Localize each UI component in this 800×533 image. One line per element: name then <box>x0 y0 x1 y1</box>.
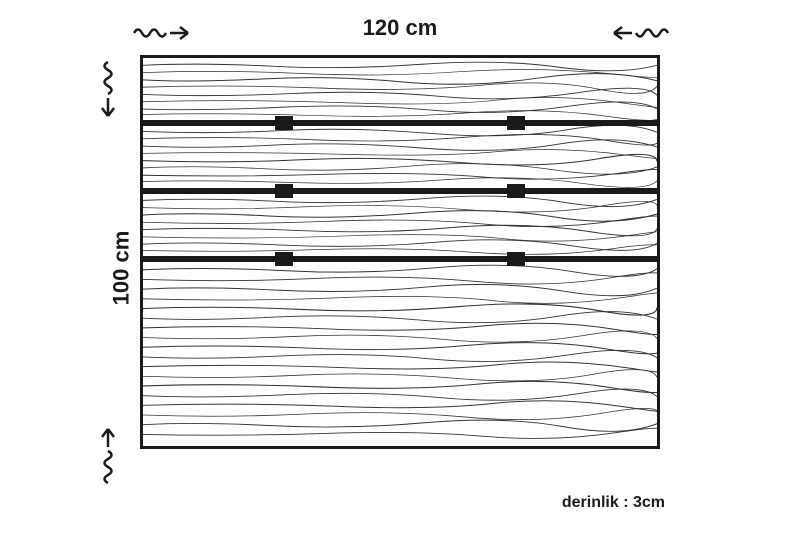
dimension-diagram: 120 cm 100 cm <box>90 15 710 520</box>
wood-panel <box>140 123 660 191</box>
arrow-height-top-icon <box>98 60 118 120</box>
depth-dimension-label: derinlik : 3cm <box>562 494 665 512</box>
panel-assembly <box>140 55 660 449</box>
wood-panel <box>140 55 660 123</box>
wood-texture-icon <box>143 126 657 188</box>
width-dimension-label: 120 cm <box>363 15 438 41</box>
arrow-width-right-icon <box>610 23 670 43</box>
wood-texture-icon <box>143 58 657 120</box>
wood-texture-icon <box>143 194 657 256</box>
arrow-width-left-icon <box>132 23 192 43</box>
wood-texture-icon <box>143 262 657 446</box>
wood-panel <box>140 259 660 449</box>
wood-panel <box>140 191 660 259</box>
arrow-height-bottom-icon <box>98 425 118 485</box>
height-dimension-label: 100 cm <box>108 230 134 305</box>
